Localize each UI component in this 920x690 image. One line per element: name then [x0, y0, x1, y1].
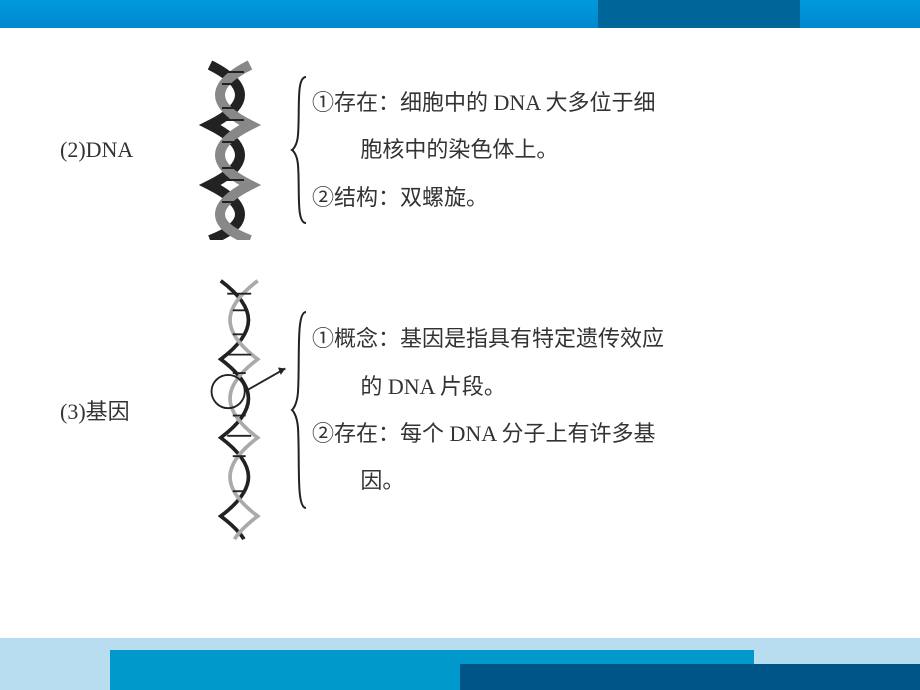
content-area: (2)DNA ①存在：细胞中的 DNA 大多位于细 胞核中的染色体上。: [60, 60, 880, 580]
label-gene: (3)基因: [60, 394, 170, 426]
brace-dna: [290, 75, 308, 225]
gene-line1: ①概念：基因是指具有特定遗传效应: [312, 315, 664, 362]
gene-segment-marker: [212, 375, 245, 408]
bottombar-dark: [460, 664, 920, 690]
text-dna: ①存在：细胞中的 DNA 大多位于细 胞核中的染色体上。 ②结构：双螺旋。: [308, 79, 655, 221]
brace-gene: [290, 310, 308, 510]
row-gene: (3)基因: [60, 270, 880, 550]
gene-line2: ②存在：每个 DNA 分子上有许多基: [312, 410, 664, 457]
row-dna: (2)DNA ①存在：细胞中的 DNA 大多位于细 胞核中的染色体上。: [60, 60, 880, 240]
dna-helix-icon: [180, 60, 280, 240]
dna-line1: ①存在：细胞中的 DNA 大多位于细: [312, 79, 655, 126]
diagram-gene-helix: [170, 270, 290, 550]
text-gene: ①概念：基因是指具有特定遗传效应 的 DNA 片段。 ②存在：每个 DNA 分子…: [308, 315, 664, 504]
brace-icon: [290, 310, 308, 510]
gene-helix-icon: [170, 270, 290, 550]
label-dna: (2)DNA: [60, 137, 170, 163]
dna-line1b: 胞核中的染色体上。: [312, 126, 655, 173]
dna-line2: ②结构：双螺旋。: [312, 174, 655, 221]
gene-line1b: 的 DNA 片段。: [312, 363, 664, 410]
brace-icon: [290, 75, 308, 225]
slide-bottom-bar: [0, 638, 920, 690]
slide-top-bar: [0, 0, 920, 28]
gene-line2b: 因。: [312, 457, 664, 504]
topbar-accent-segment: [598, 0, 800, 28]
diagram-dna-helix: [170, 60, 290, 240]
